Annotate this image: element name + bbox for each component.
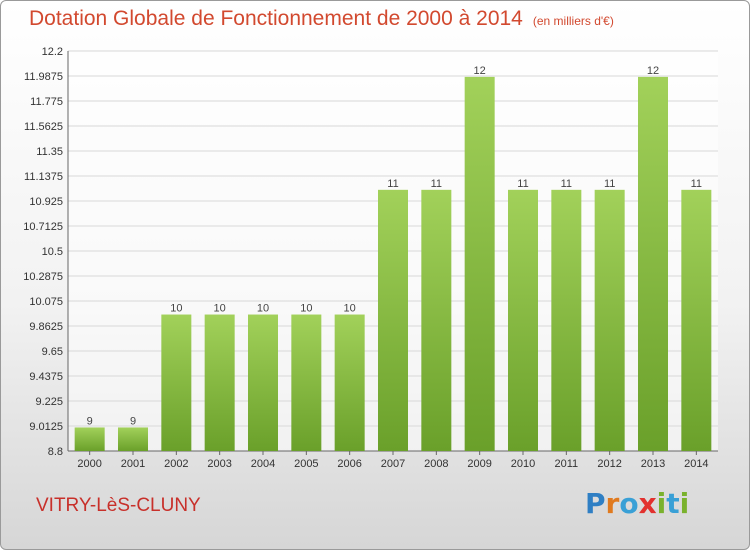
bar-2006	[334, 314, 365, 451]
bar-2012	[594, 189, 625, 451]
bar-2013	[638, 76, 668, 451]
data-label-2005: 10	[300, 303, 312, 315]
data-label-2014: 11	[691, 178, 702, 190]
bar-2010	[508, 189, 538, 451]
chart-unit: (en milliers d'€)	[532, 14, 614, 28]
y-tick-label: 10.5	[42, 246, 63, 258]
data-label-2006: 10	[344, 303, 356, 315]
data-label-2007: 11	[387, 178, 398, 190]
bar-2007	[378, 189, 408, 451]
chart-title-text: Dotation Globale de Fonctionnement de 20…	[29, 7, 523, 30]
logo-letter: P	[585, 487, 606, 520]
x-tick-label-2007: 2007	[381, 458, 405, 470]
x-tick-label-2001: 2001	[121, 458, 145, 470]
x-tick-label-2003: 2003	[207, 458, 231, 470]
x-tick-label-2004: 2004	[251, 458, 275, 470]
y-tick-label: 11.5625	[24, 121, 63, 133]
y-tick-label: 9.0125	[29, 421, 63, 433]
data-label-2002: 10	[170, 303, 182, 315]
data-label-2004: 10	[257, 303, 269, 315]
x-tick-label-2009: 2009	[467, 458, 491, 470]
bar-2002	[161, 314, 192, 451]
y-tick-label: 11.9875	[24, 71, 63, 83]
x-tick-label-2006: 2006	[337, 458, 361, 470]
bar-2005	[291, 314, 322, 451]
bar-2011	[551, 189, 582, 451]
data-label-2012: 11	[604, 178, 615, 190]
y-tick-label: 9.8625	[29, 321, 63, 333]
x-tick-label-2005: 2005	[294, 458, 318, 470]
bar-2003	[204, 314, 235, 451]
y-tick-label: 10.925	[29, 196, 63, 208]
logo-letter: i	[679, 487, 690, 520]
bar-2000	[74, 427, 105, 451]
x-tick-label-2000: 2000	[77, 458, 101, 470]
commune-name: VITRY-LèS-CLUNY	[36, 495, 201, 516]
bar-2014	[681, 189, 712, 451]
data-label-2011: 11	[561, 178, 572, 190]
y-tick-label: 9.4375	[29, 371, 63, 383]
logo-letter: i	[656, 487, 667, 520]
data-label-2000: 9	[87, 415, 93, 427]
y-tick-label: 11.1375	[24, 171, 63, 183]
logo-letter: o	[619, 487, 639, 520]
x-tick-label-2014: 2014	[684, 458, 708, 470]
data-label-2010: 11	[517, 178, 528, 190]
data-label-2001: 9	[130, 415, 136, 427]
y-tick-label: 11.775	[30, 96, 63, 108]
x-tick-label-2002: 2002	[164, 458, 188, 470]
proxiti-logo: Proxiti	[585, 487, 689, 520]
x-tick-label-2010: 2010	[511, 458, 535, 470]
data-label-2003: 10	[214, 303, 226, 315]
x-tick-label-2012: 2012	[597, 458, 621, 470]
y-tick-label: 8.8	[48, 446, 63, 458]
bar-2001	[118, 427, 148, 451]
bar-2009	[464, 76, 495, 451]
chart-title: Dotation Globale de Fonctionnement de 20…	[29, 7, 614, 31]
y-tick-label: 10.7125	[23, 221, 63, 233]
data-label-2008: 11	[431, 178, 442, 190]
bar-2008	[421, 189, 452, 451]
y-tick-label: 11.35	[36, 146, 63, 158]
y-tick-label: 10.2875	[23, 271, 63, 283]
x-tick-label-2008: 2008	[424, 458, 448, 470]
logo-letter: r	[605, 487, 620, 520]
data-label-2013: 12	[647, 65, 659, 77]
y-tick-label: 10.075	[29, 296, 63, 308]
x-tick-label-2011: 2011	[555, 458, 579, 470]
y-tick-label: 9.225	[35, 396, 63, 408]
data-label-2009: 12	[474, 65, 486, 77]
x-tick-label-2013: 2013	[641, 458, 665, 470]
logo-letter: x	[638, 487, 657, 520]
y-tick-label: 12.2	[42, 46, 63, 58]
bar-2004	[248, 314, 278, 451]
logo-letter: t	[666, 487, 680, 520]
y-tick-label: 9.65	[42, 346, 63, 358]
